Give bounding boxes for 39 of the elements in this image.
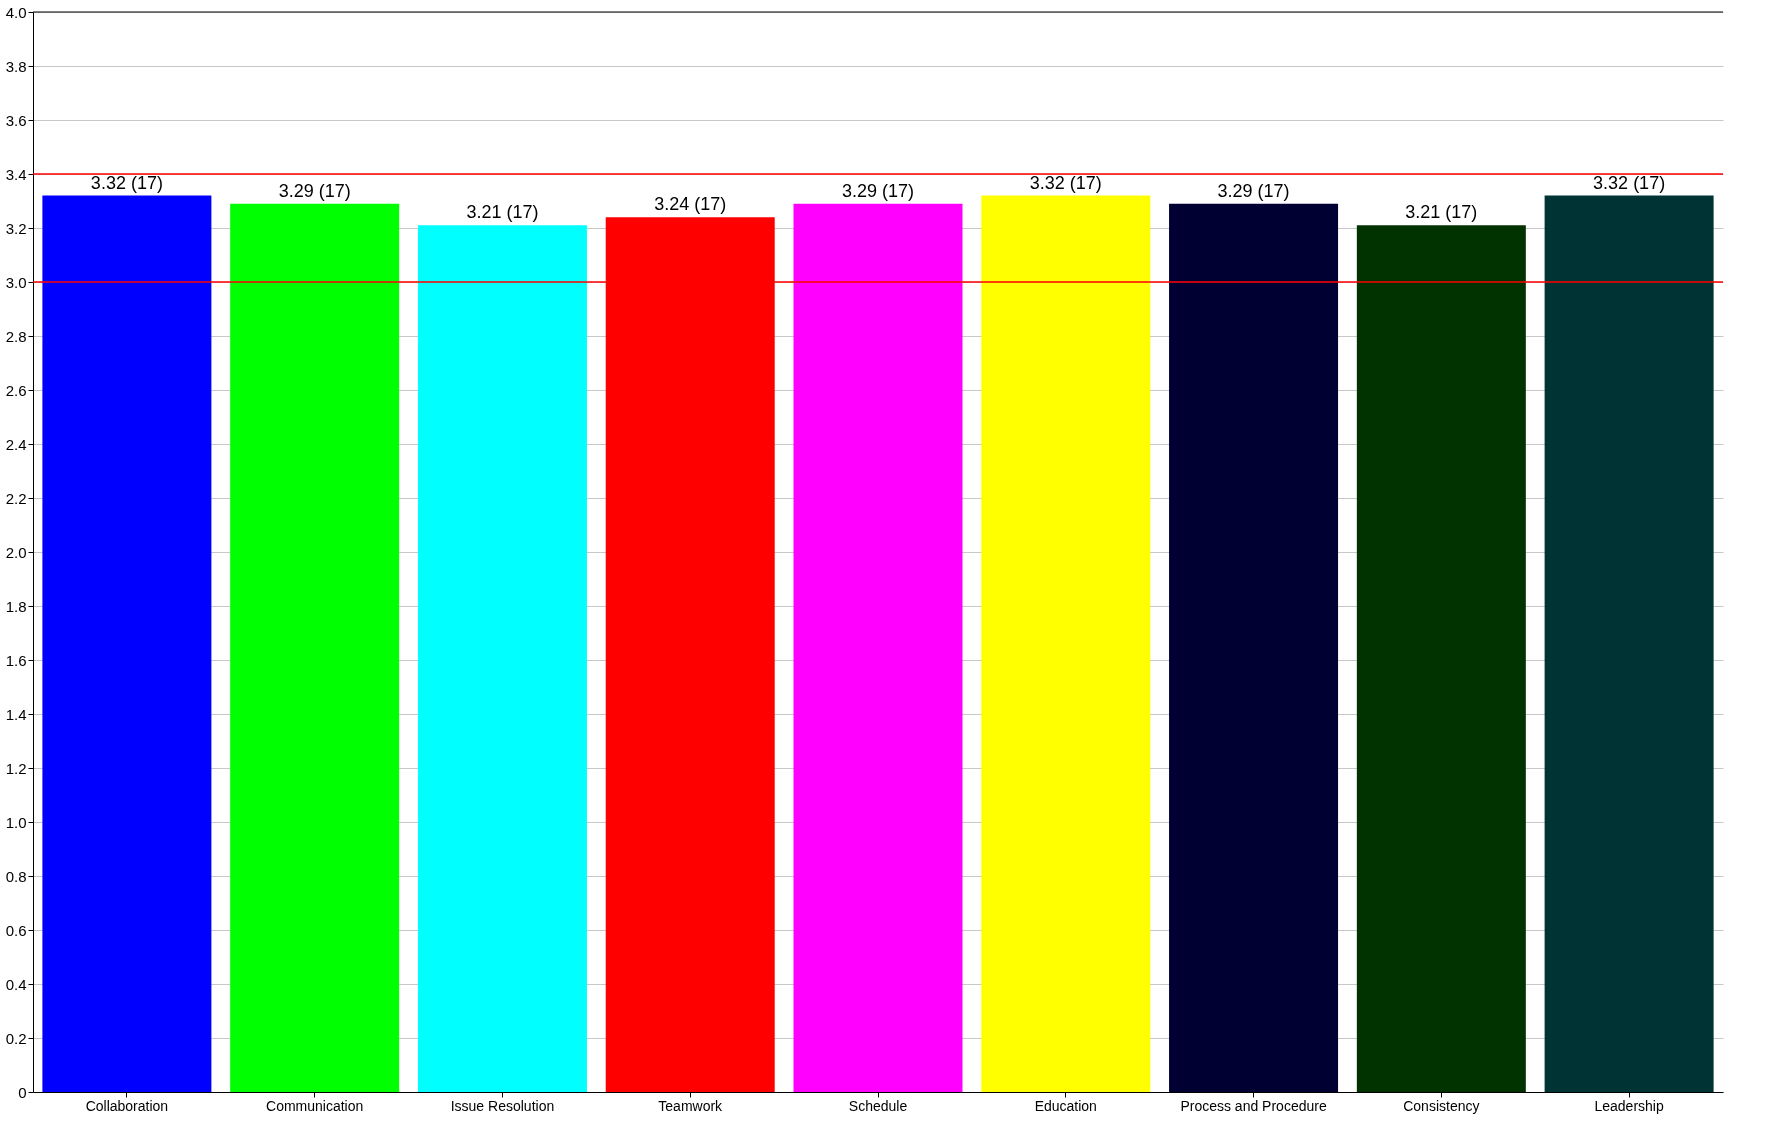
y-tick-label: 2.0 bbox=[5, 543, 27, 561]
y-tick-label: 3.4 bbox=[5, 165, 27, 183]
x-tick-label: Schedule bbox=[848, 1097, 908, 1114]
x-tick-label: Teamwork bbox=[658, 1097, 724, 1114]
y-tick-label: 0.6 bbox=[5, 921, 27, 939]
x-tick-label: Issue Resolution bbox=[450, 1097, 555, 1114]
y-tick-label: 1.4 bbox=[5, 705, 27, 723]
y-tick-label: 2.4 bbox=[5, 435, 27, 453]
y-tick-label: 3.2 bbox=[5, 219, 27, 237]
data-label: 3.24 (17) bbox=[654, 194, 727, 215]
y-tick-label: 2.6 bbox=[5, 381, 27, 399]
y-tick-label: 1.2 bbox=[5, 759, 27, 777]
x-tick-label: Collaboration bbox=[85, 1097, 169, 1114]
y-tick-label: 0.2 bbox=[5, 1029, 27, 1047]
y-tick-label: 3.6 bbox=[5, 111, 27, 129]
y-tick-label: 3.8 bbox=[5, 57, 27, 75]
y-tick-label: 2.8 bbox=[5, 327, 27, 345]
data-label: 3.21 (17) bbox=[466, 202, 539, 223]
x-tick-label: Process and Procedure bbox=[1180, 1097, 1327, 1114]
data-label: 3.21 (17) bbox=[1405, 202, 1478, 223]
data-label: 3.29 (17) bbox=[1217, 180, 1290, 201]
data-label: 3.29 (17) bbox=[278, 180, 351, 201]
x-tick-label: Education bbox=[1034, 1097, 1097, 1114]
data-label: 3.29 (17) bbox=[841, 180, 915, 201]
x-tick-label: Communication bbox=[266, 1097, 364, 1114]
y-tick-label: 1.8 bbox=[5, 597, 27, 615]
y-tick-label: 4.0 bbox=[5, 3, 27, 21]
data-label: 3.32 (17) bbox=[90, 172, 163, 193]
y-tick-label: 3.0 bbox=[5, 273, 27, 291]
y-tick-label: 1.0 bbox=[5, 813, 27, 831]
y-tick-label: 1.6 bbox=[5, 651, 27, 669]
y-tick-label: 2.2 bbox=[5, 489, 27, 507]
y-tick-label: 0 bbox=[18, 1083, 27, 1101]
y-tick-label: 0.8 bbox=[5, 867, 27, 885]
y-tick-label: 0.4 bbox=[5, 975, 27, 993]
x-tick-label: Leadership bbox=[1594, 1097, 1664, 1114]
data-label: 3.32 (17) bbox=[1029, 172, 1102, 193]
data-label: 3.32 (17) bbox=[1593, 172, 1666, 193]
x-tick-label: Consistency bbox=[1403, 1097, 1480, 1114]
